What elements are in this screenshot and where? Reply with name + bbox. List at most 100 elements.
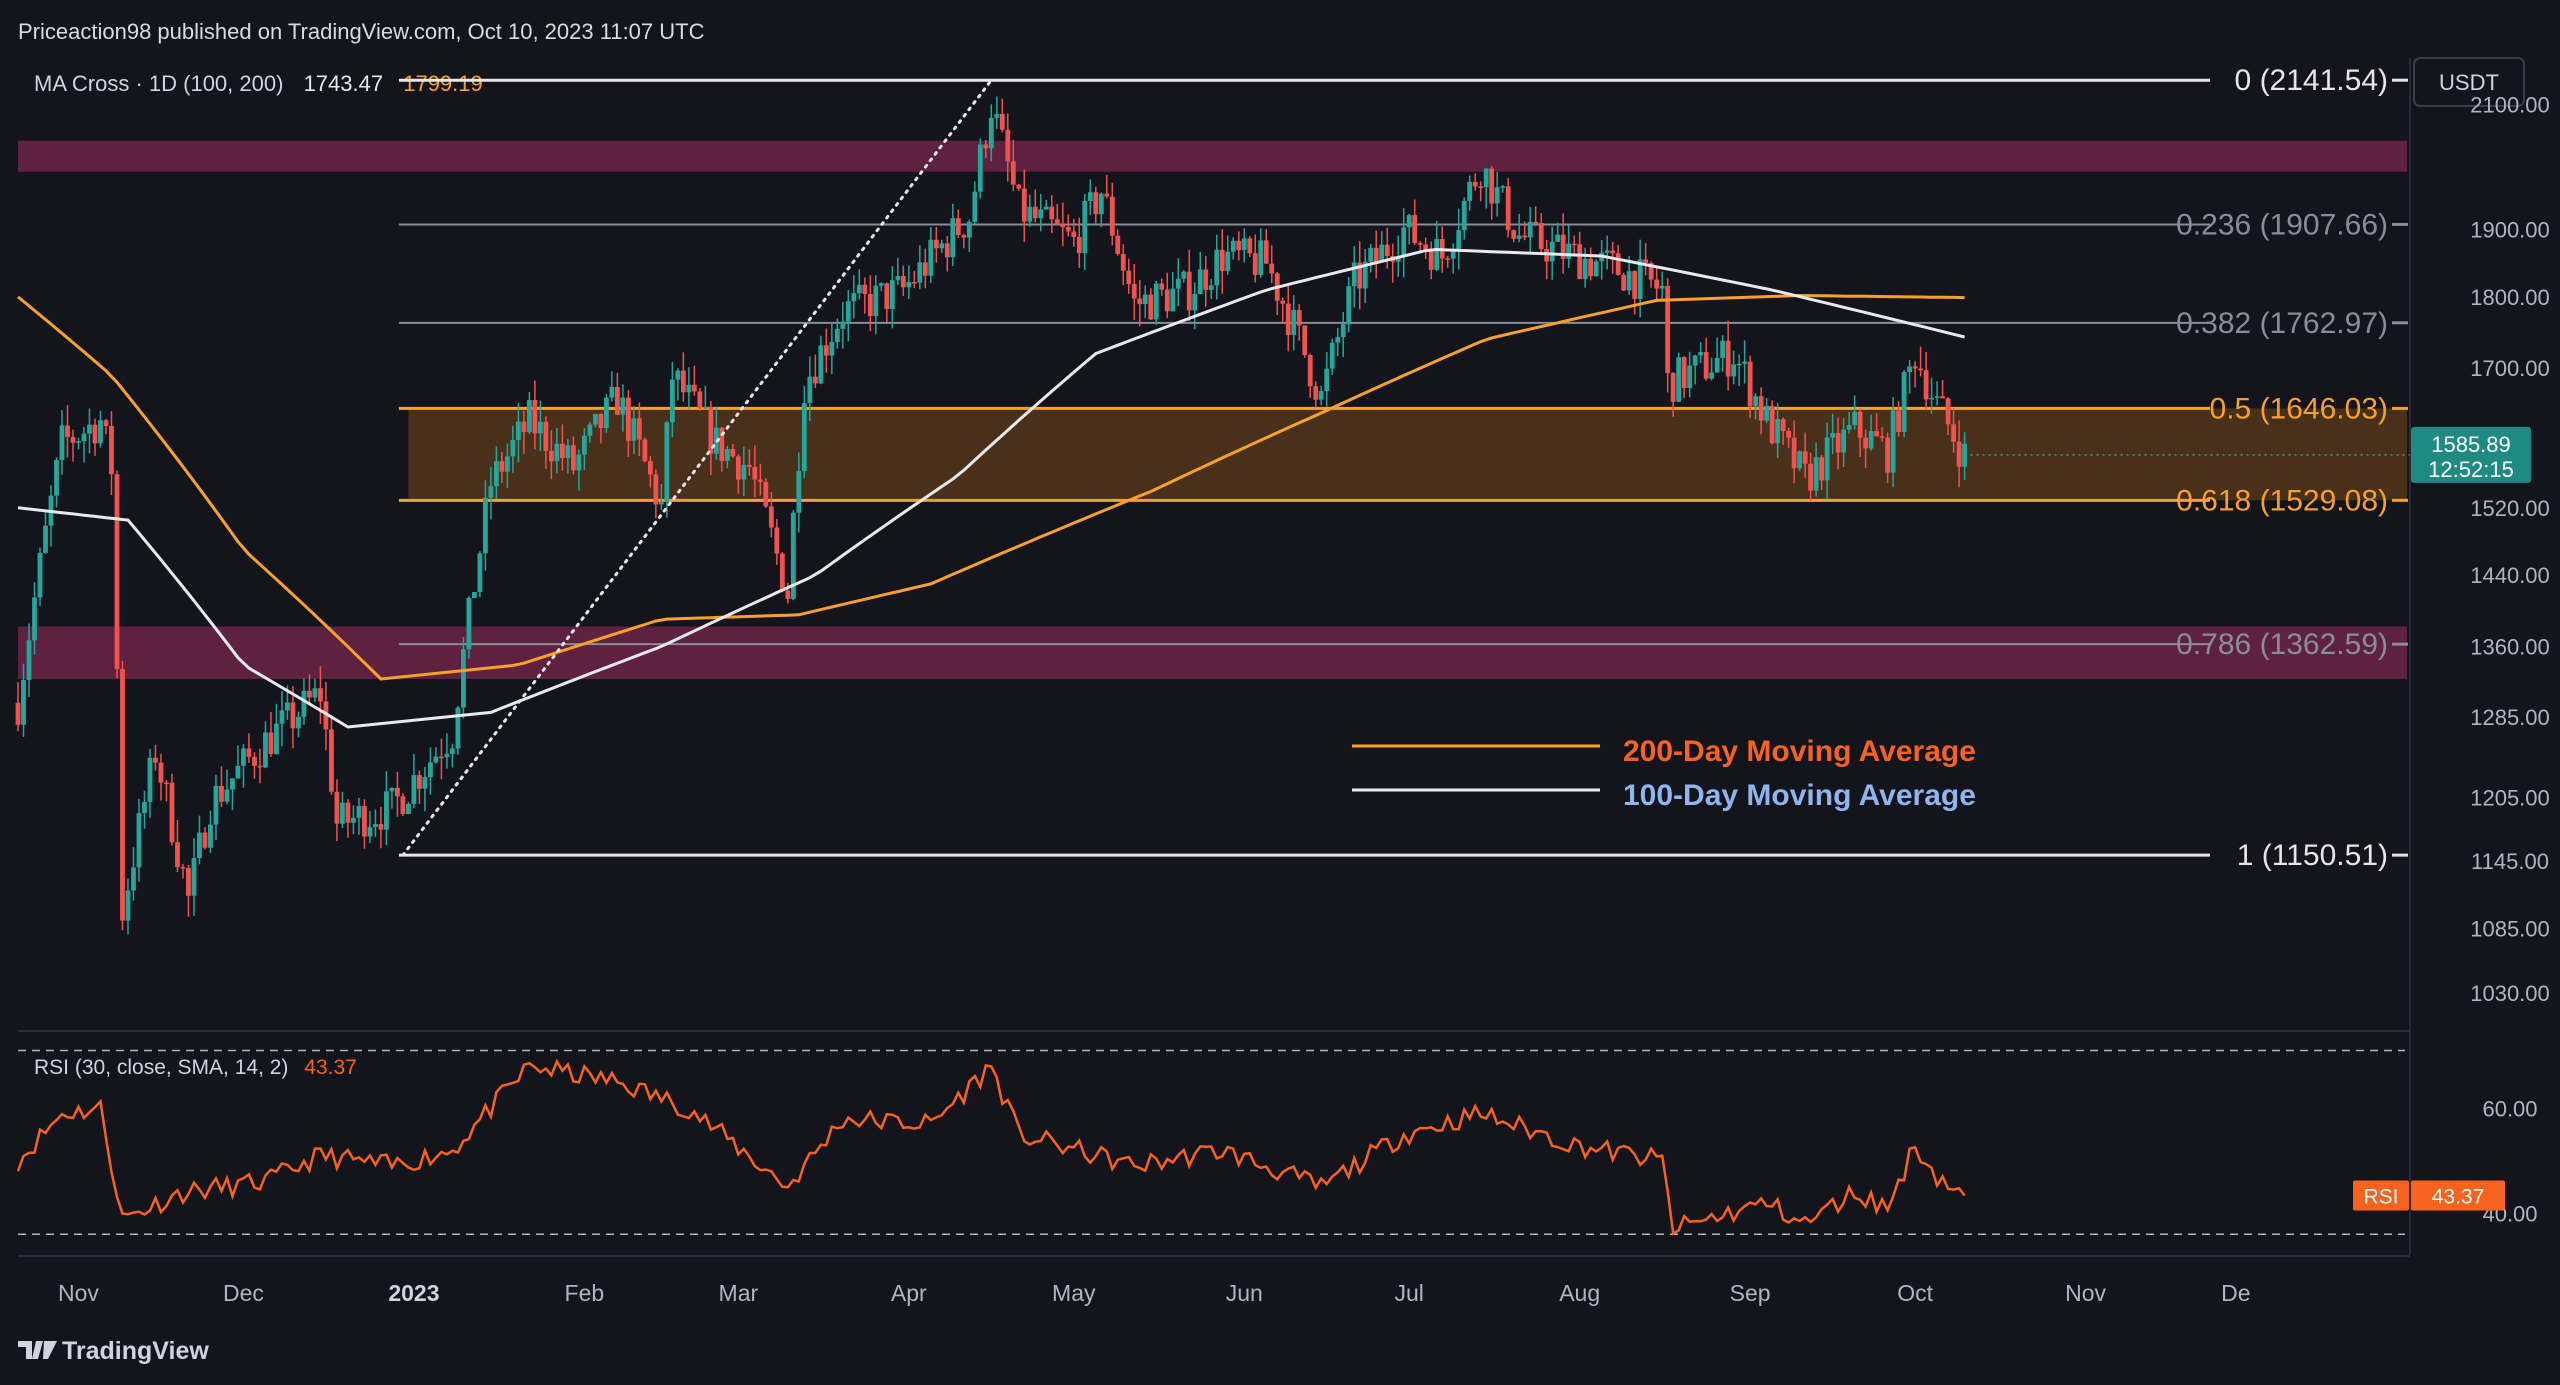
candle-body (1643, 259, 1649, 263)
candle-body (301, 690, 307, 717)
candle-body (37, 552, 43, 598)
candle-body (603, 397, 609, 428)
candle-body (526, 400, 532, 433)
fib-anchor (401, 78, 993, 857)
fib-label: 0.786 (1362.59) (2176, 628, 2388, 661)
candle-body (1054, 219, 1060, 225)
candle-body (763, 481, 769, 507)
candle-body (43, 525, 48, 553)
candle-body (389, 787, 395, 792)
time-axis[interactable]: Nov Dec 2023 Feb Mar Apr May Jun Jul Aug Sep Oct Nov… (58, 1280, 2250, 1306)
candle-body (1010, 161, 1016, 185)
candle-body (351, 817, 356, 823)
candle-body (1494, 187, 1500, 204)
candle-body (307, 690, 312, 698)
candle-body (1632, 271, 1638, 299)
candle-body (807, 376, 813, 403)
candle-body (779, 553, 785, 591)
candle-body (1043, 206, 1049, 210)
candle-body (329, 729, 334, 792)
currency-button[interactable]: USDT (2413, 57, 2525, 107)
candle-body (785, 590, 791, 600)
candle-body (318, 688, 323, 702)
time-tick-label: Mar (719, 1280, 759, 1306)
candle-body (1797, 451, 1803, 469)
candle-body (1324, 368, 1330, 392)
candle-body (746, 464, 752, 467)
candle-body (450, 748, 455, 754)
candle-body (466, 597, 472, 650)
candle-body (1516, 235, 1522, 239)
price-tick-label: 1520.00 (2470, 496, 2550, 521)
candle-body (1615, 253, 1621, 275)
candle-body (406, 803, 411, 815)
candle-body (54, 460, 59, 496)
fib-label: 0.5 (1646.03) (2210, 392, 2388, 425)
price-axis[interactable]: 2100.00 1900.00 1800.00 1700.00 1520.00 1440.… (2470, 93, 2550, 1007)
candle-body (1302, 325, 1308, 356)
candle-body (680, 370, 686, 393)
candle-body (477, 553, 483, 593)
price-tick-label: 1900.00 (2470, 217, 2550, 242)
time-tick-label: De (2221, 1280, 2250, 1306)
price-tick-label: 1145.00 (2471, 849, 2549, 874)
candle-body (1021, 188, 1027, 222)
candle-body (92, 424, 98, 444)
candle-body (1214, 249, 1220, 286)
candle-body (1417, 242, 1423, 245)
ma200-value: 1799.19 (403, 71, 483, 96)
candle-body (796, 470, 802, 513)
candle-body (1731, 364, 1737, 377)
candle-body (504, 456, 510, 472)
zone-support (18, 626, 2407, 680)
candle-body (235, 765, 241, 779)
rsi-badge-name (2353, 1180, 2409, 1211)
candle-body (1236, 240, 1242, 250)
candle-body (1186, 271, 1192, 311)
candle-body (1940, 396, 1945, 399)
candle-body (1357, 262, 1363, 289)
currency-button-label: USDT (2439, 70, 2499, 95)
candle-body (1104, 193, 1110, 197)
candle-body (433, 756, 439, 763)
fib-lines (398, 78, 2408, 857)
candle-body (1588, 258, 1594, 277)
candle-body (1192, 294, 1198, 311)
fib-labels: 0 (2141.54) 0.236 (1907.66) 0.382 (1762.97… (2176, 64, 2388, 872)
candle-body (483, 497, 488, 554)
candle-body (724, 449, 730, 461)
tradingview-logo[interactable]: TradingView (18, 1337, 209, 1365)
candle-body (1885, 437, 1891, 473)
candle-body (988, 117, 994, 149)
candle-body (757, 479, 763, 482)
candle-body (840, 321, 846, 329)
candle-body (186, 868, 191, 896)
candle-body (158, 762, 164, 783)
candle-body (752, 466, 758, 480)
candle-body (1764, 405, 1770, 421)
candle-body (950, 218, 956, 258)
candle-body (1879, 436, 1885, 438)
candle-body (1901, 372, 1907, 432)
candle-body (686, 384, 692, 393)
candle-body (1648, 262, 1654, 280)
candle-body (1874, 431, 1880, 437)
time-tick-label: Oct (1897, 1280, 1933, 1306)
price-tick-label: 1440.00 (2470, 563, 2550, 588)
candle-body (191, 858, 197, 896)
candle-body (131, 867, 136, 891)
candle-body (1654, 279, 1660, 289)
candle-body (587, 424, 593, 436)
candle-body (1857, 411, 1863, 438)
candle-body (834, 328, 840, 343)
candle-body (741, 464, 747, 480)
candle-body (1478, 186, 1484, 188)
candle-body (697, 391, 703, 409)
candle-body (1395, 256, 1401, 262)
candle-body (1230, 240, 1236, 252)
candle-body (823, 345, 829, 356)
candle-body (65, 425, 70, 438)
candle-body (103, 420, 109, 427)
